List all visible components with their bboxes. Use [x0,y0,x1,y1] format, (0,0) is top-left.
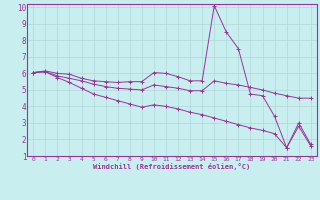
X-axis label: Windchill (Refroidissement éolien,°C): Windchill (Refroidissement éolien,°C) [93,163,251,170]
